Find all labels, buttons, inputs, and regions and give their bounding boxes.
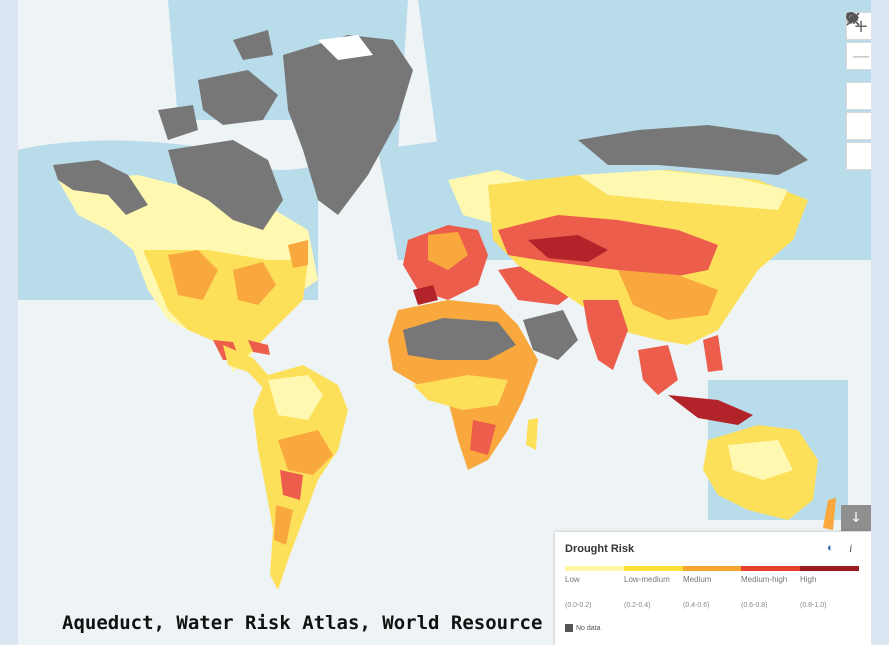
legend-range: (0.0-0.2) [565,602,592,609]
location-pin-icon[interactable] [846,12,871,110]
legend-range: (0.2-0.4) [624,602,651,609]
legend-label: Low-medium [624,575,670,584]
share-arrow-icon[interactable] [846,13,871,170]
download-button[interactable]: ↓ [841,505,871,531]
legend-swatch-low [565,566,624,571]
legend-swatch-medium-high [741,566,801,571]
map-controls: + — [846,12,871,170]
caption-text: Aqueduct, Water Risk Atlas, World Resour… [62,612,543,634]
asia [488,125,808,425]
legend-range: (0.8-1.0) [800,602,827,609]
no-data-label: No data [576,624,601,632]
map-canvas[interactable] [18,0,871,645]
legend-label: Low [565,575,580,584]
world-map[interactable]: + — ↓ Drought Risk ◐ i [18,0,871,645]
legend-panel: Drought Risk ◐ i Low Low-medium Medium M… [555,532,871,645]
legend-label: Medium-high [741,575,788,584]
australia [703,425,836,530]
info-icon[interactable]: i [849,541,853,555]
legend-color-bar [565,566,859,571]
legend-swatch-medium [682,566,742,571]
control-gap [846,72,871,80]
legend-title: Drought Risk [565,543,635,555]
middle-east [498,260,578,360]
no-data-arctic [53,30,413,230]
legend-range: (0.6-0.8) [741,602,768,609]
legend-no-data: No data [565,624,601,632]
greenland-ice [318,35,373,60]
south-america [253,365,348,590]
legend-label: Medium [683,575,712,584]
legend-swatch-high [800,566,859,571]
legend-label: High [800,575,817,584]
legend-range: (0.4-0.6) [683,602,710,609]
zoom-out-button[interactable]: — [846,42,871,70]
legend-swatch-low-medium [623,566,683,571]
collapse-arrows-icon[interactable] [846,12,871,140]
africa [388,300,538,470]
opacity-icon[interactable]: ◐ [827,542,834,554]
no-data-swatch [565,624,573,632]
